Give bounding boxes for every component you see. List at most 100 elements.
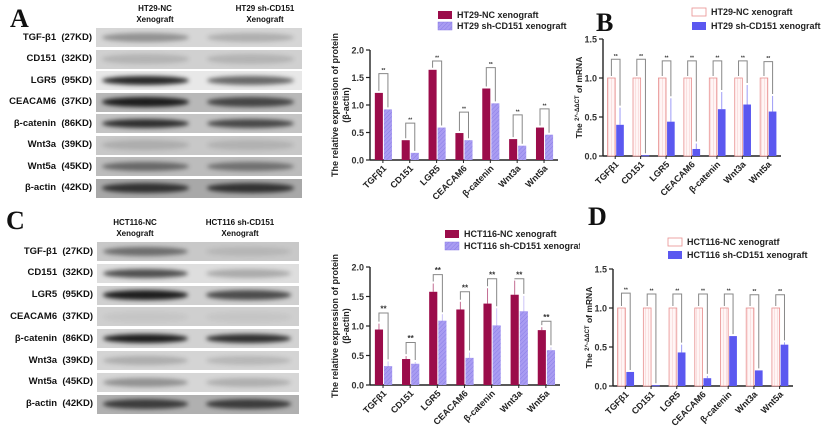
x-tick-label: Wnt3a <box>498 388 525 415</box>
significance-marker: ** <box>766 56 770 62</box>
y-axis-label: The 2^-ΔΔCT of mRNA <box>574 57 584 139</box>
column-header-line: HCT116-NC <box>113 218 157 227</box>
bar-sh <box>384 366 393 385</box>
bar-sh <box>519 311 528 385</box>
blot-row-label: CD151 (32KD) <box>26 53 92 64</box>
significance-marker: ** <box>727 288 731 294</box>
column-header-nc: HT29-NC Xenograft <box>115 3 195 25</box>
blot-band <box>102 161 189 172</box>
blot-strip <box>97 372 299 392</box>
significance-marker: ** <box>543 103 547 109</box>
y-tick-label: 1.5 <box>584 35 597 45</box>
legend-label: HT29-NC xenograft <box>711 7 793 17</box>
bar-sh <box>492 325 501 385</box>
bar-nc <box>745 307 755 387</box>
legend-swatch <box>444 241 460 251</box>
bar-sh <box>491 103 500 160</box>
blot-band <box>206 312 291 322</box>
bar-nc <box>535 127 545 160</box>
bar-sh <box>780 344 789 386</box>
significance-bracket <box>378 312 389 360</box>
panel-letter-a: A <box>10 4 29 33</box>
significance-bracket <box>749 294 760 369</box>
bar-nc <box>537 330 546 385</box>
x-tick-label: LGR5 <box>419 388 443 412</box>
significance-marker: ** <box>690 55 694 61</box>
column-header-line: Xenograft <box>246 15 284 24</box>
y-tick-label: 0.5 <box>351 351 364 361</box>
blot-band <box>103 268 188 279</box>
y-tick-label: 0.5 <box>594 343 607 353</box>
blot-strip <box>96 178 302 198</box>
significance-marker: ** <box>701 288 705 294</box>
significance-marker: ** <box>665 55 669 61</box>
significance-bracket <box>763 61 774 94</box>
significance-marker: ** <box>543 313 550 322</box>
bar-nc <box>683 77 692 157</box>
blot-strip <box>97 394 299 414</box>
x-tick-label: Wnt5a <box>747 159 774 186</box>
bar-nc <box>429 291 438 385</box>
significance-marker: ** <box>489 62 493 68</box>
blot-band <box>103 355 188 366</box>
legend-swatch <box>438 11 452 19</box>
blot-row-label: β-catenin (86KD) <box>14 332 93 344</box>
significance-bracket <box>738 60 748 84</box>
blot-strip <box>96 92 302 112</box>
significance-bracket <box>672 293 683 343</box>
blot-band <box>207 183 294 193</box>
blot-strip <box>96 28 302 47</box>
blot-band <box>206 377 291 388</box>
x-tick-label: LGR5 <box>658 389 682 413</box>
bar-sh <box>703 378 712 386</box>
blot-band <box>103 290 188 300</box>
bar-sh <box>667 121 675 156</box>
blot-row-label: TGF-β1 (27KD) <box>23 245 93 257</box>
bar-nc <box>759 77 769 157</box>
legend-label: HT29-NC xenograft <box>457 10 539 20</box>
bar-sh <box>545 134 554 160</box>
column-header-sh: HCT116 sh-CD151 Xenograft <box>190 217 290 239</box>
blot-band <box>206 399 291 409</box>
blot-strip <box>96 135 302 155</box>
legend-swatch <box>437 21 453 31</box>
column-header-line: Xenograft <box>136 15 174 24</box>
significance-bracket <box>620 292 631 370</box>
significance-marker: ** <box>639 54 643 60</box>
bar-nc <box>734 77 743 157</box>
significance-bracket <box>512 114 523 144</box>
significance-bracket <box>541 320 552 346</box>
y-tick-label: 1.5 <box>351 73 364 83</box>
blot-band <box>102 97 189 107</box>
significance-marker: ** <box>741 55 745 61</box>
significance-bracket <box>405 122 416 151</box>
significance-marker: ** <box>715 55 719 61</box>
blot-band <box>207 140 294 150</box>
chart-mrna-hct116: 0.0 0.5 1.0 1.5 The 2^-ΔΔCT of mRNA ** TGFβ1 **… <box>584 237 808 428</box>
blot-strip <box>96 114 302 133</box>
blot-band <box>206 290 291 300</box>
bar-sh <box>383 109 392 160</box>
blot-row-label: Wnt3a (39KD) <box>27 139 92 150</box>
x-tick-label: Wnt5a <box>759 389 786 416</box>
bar-sh <box>743 104 751 156</box>
significance-marker: ** <box>462 283 469 292</box>
x-tick-label: CD151 <box>388 163 415 190</box>
bar-nc <box>374 92 383 160</box>
significance-bracket <box>459 291 471 351</box>
significance-marker: ** <box>408 118 412 124</box>
bar-nc <box>658 77 667 157</box>
bar-sh <box>438 320 447 385</box>
legend-label: HCT116 sh-CD151 xenograft <box>687 250 808 260</box>
significance-bracket <box>405 342 416 360</box>
legend-label: HCT116-NC xenograft <box>464 229 557 239</box>
x-tick-label: Wnt3a <box>722 159 749 186</box>
blot-band <box>102 183 189 193</box>
blot-band <box>103 377 188 388</box>
legend-swatch <box>691 7 707 17</box>
column-header-line: HT29-NC <box>138 4 172 13</box>
blot-strip <box>97 307 299 327</box>
significance-bracket <box>712 60 723 91</box>
